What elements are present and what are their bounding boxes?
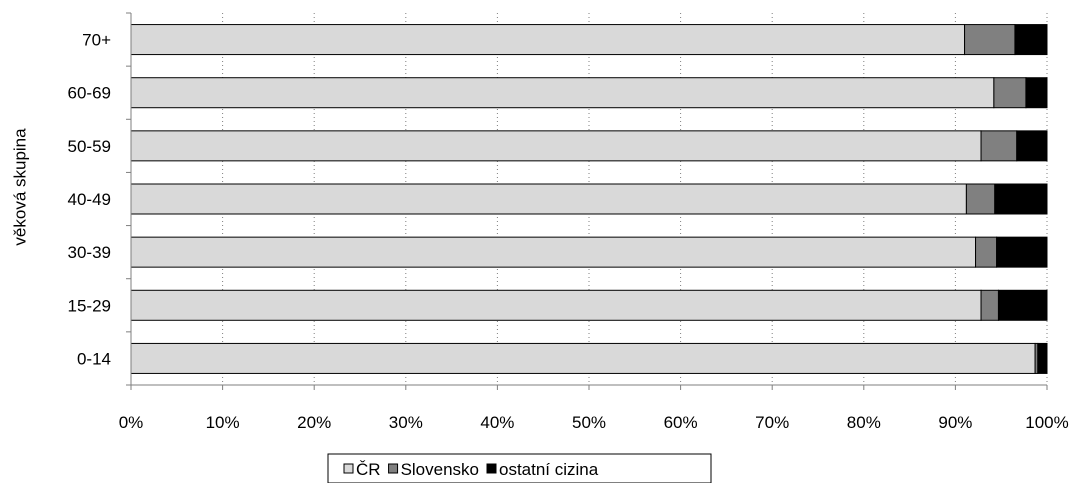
bar-segment: [130, 24, 966, 56]
x-tick-label: 50%: [572, 413, 606, 432]
x-tick-label: 20%: [297, 413, 331, 432]
x-tick-label: 70%: [755, 413, 789, 432]
x-tick-label: 100%: [1025, 413, 1068, 432]
bar-segment: [130, 236, 977, 268]
bar-segment: [1037, 342, 1048, 374]
x-tick-label: 0%: [119, 413, 144, 432]
x-tick-labels: 0% 10% 20% 30% 40% 50% 60% 70% 80% 90% 100%: [119, 413, 1069, 432]
legend-label: ostatní cizina: [499, 460, 599, 479]
bar-segment: [994, 183, 1048, 215]
bar-segment: [980, 130, 1018, 162]
y-tick-label: 40-49: [68, 190, 111, 209]
bar-segment: [964, 24, 1016, 56]
legend-label: Slovensko: [401, 460, 479, 479]
x-tick-label: 60%: [664, 413, 698, 432]
x-tick-label: 80%: [847, 413, 881, 432]
y-tick-label: 0-14: [77, 349, 111, 368]
x-tick-label: 30%: [389, 413, 423, 432]
bar-segment: [1014, 24, 1048, 56]
y-tick-labels: 70+ 60-69 50-59 40-49 30-39 15-29 0-14: [68, 31, 112, 369]
legend-swatch: [388, 463, 399, 474]
bar-segment: [130, 130, 982, 162]
legend: ČR Slovensko ostatní cizina: [327, 453, 712, 483]
bar-segment: [980, 289, 999, 321]
bar-segment: [993, 77, 1027, 109]
bar-segment: [1016, 130, 1048, 162]
legend-swatch: [343, 463, 354, 474]
bar-segment: [965, 183, 996, 215]
y-tick-label: 30-39: [68, 243, 111, 262]
bar-segment: [130, 77, 995, 109]
legend-label: ČR: [356, 460, 381, 479]
y-tick-label: 15-29: [68, 296, 111, 315]
x-tick-label: 10%: [206, 413, 240, 432]
bar-segment: [1025, 77, 1048, 109]
y-tick-label: 70+: [82, 31, 111, 50]
y-tick-label: 60-69: [68, 84, 111, 103]
bars: [130, 24, 1048, 374]
legend-swatch: [486, 463, 497, 474]
bar-segment: [130, 342, 1036, 374]
bar-segment: [975, 236, 998, 268]
x-tick-label: 90%: [938, 413, 972, 432]
axes: [126, 12, 1048, 390]
x-tick-label: 40%: [480, 413, 514, 432]
y-axis-title: věková skupina: [10, 128, 29, 246]
bar-segment: [130, 289, 982, 321]
bar-segment: [130, 183, 967, 215]
y-tick-label: 50-59: [68, 137, 111, 156]
bar-segment: [997, 289, 1048, 321]
bar-segment: [996, 236, 1048, 268]
